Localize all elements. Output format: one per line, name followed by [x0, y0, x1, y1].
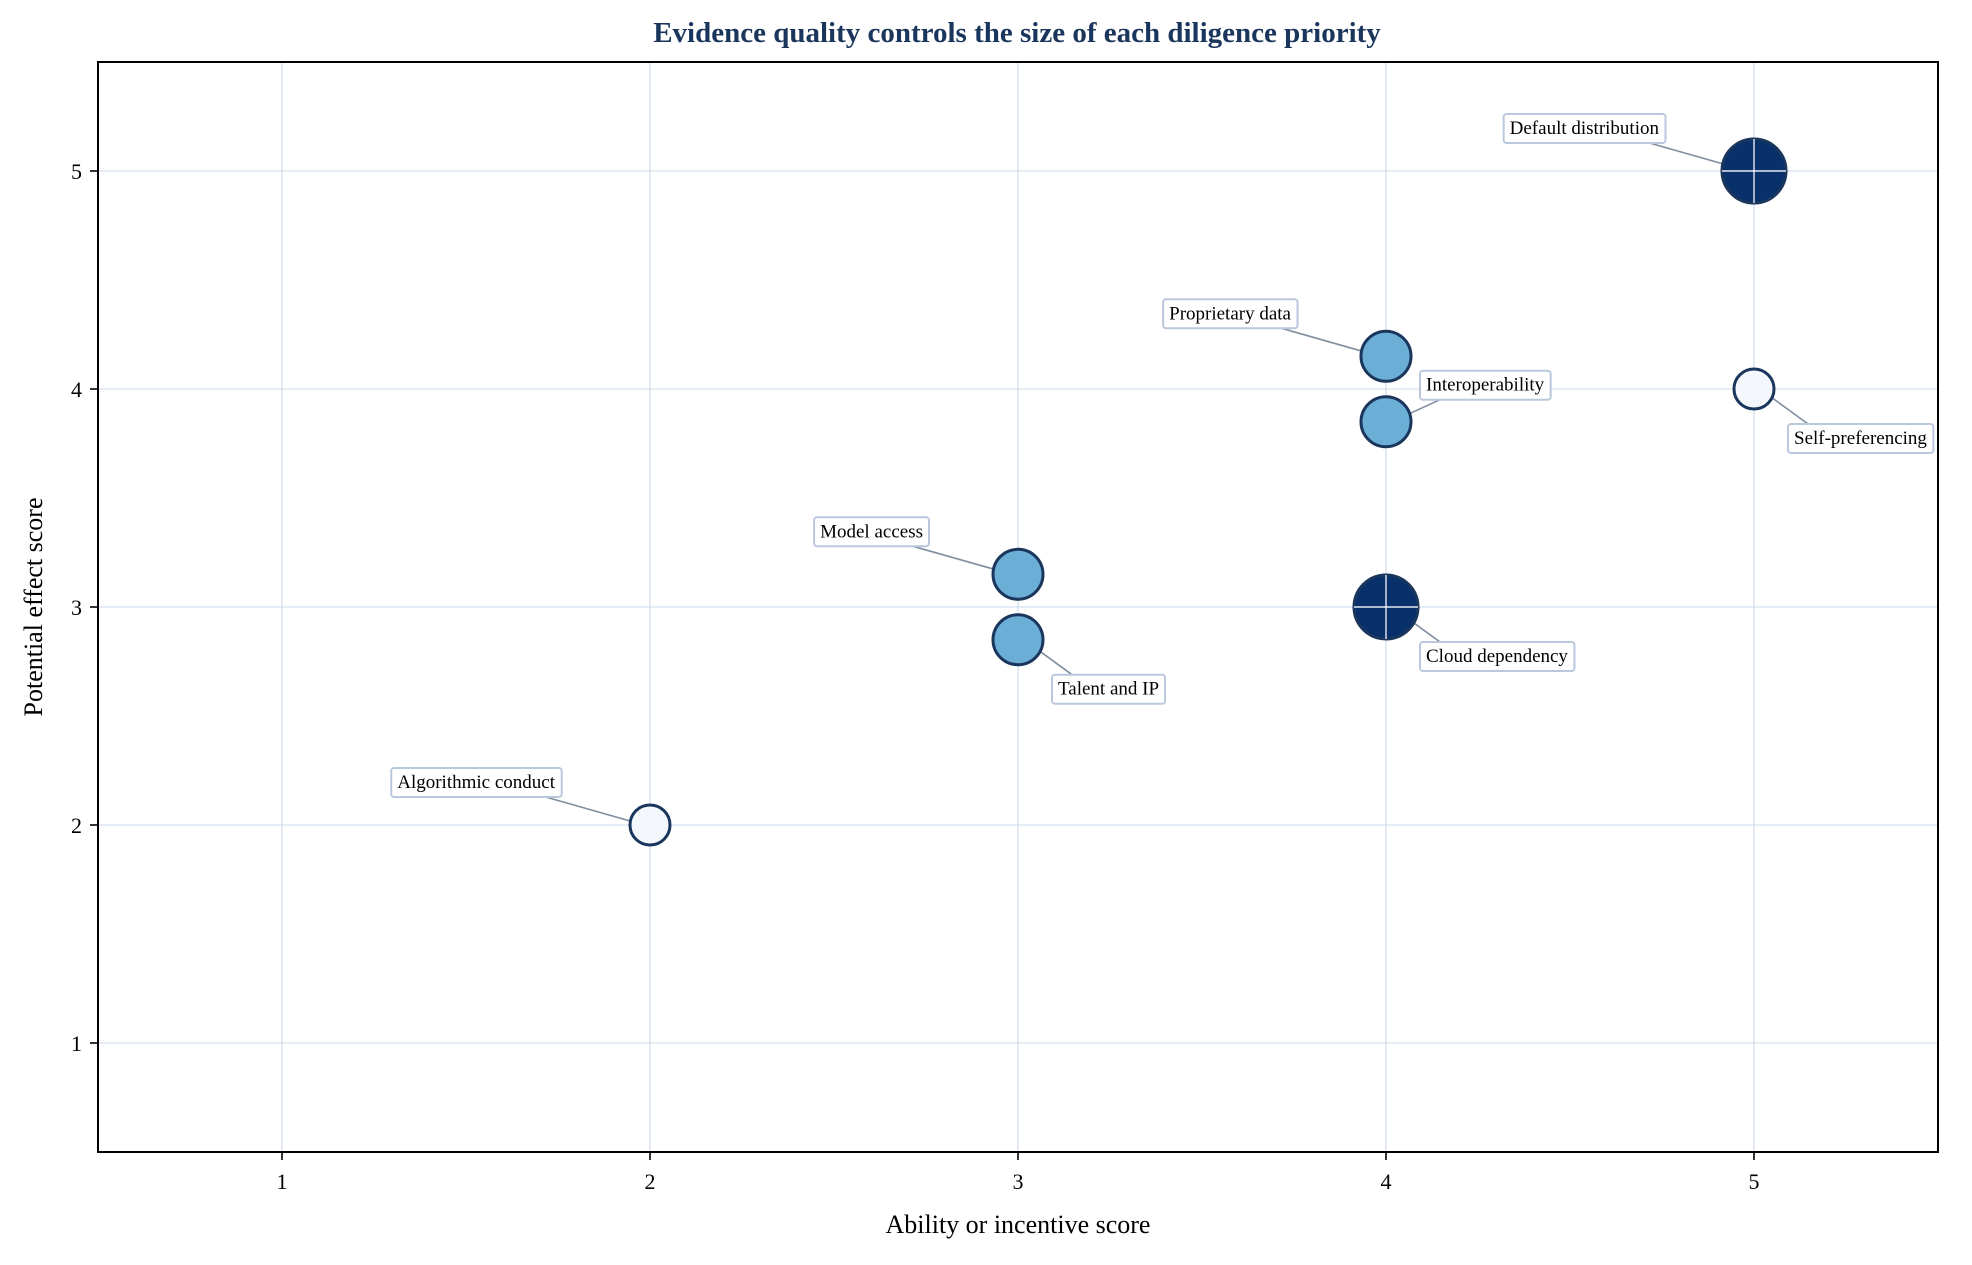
bubble-point-talent-and-ip: [991, 613, 1045, 667]
annotation-box: [1051, 673, 1167, 705]
annotation-talent-and-ip: Talent and IP: [1051, 673, 1167, 705]
bubble-point-algorithmic-conduct: [628, 803, 672, 847]
leader-line: [545, 796, 645, 826]
annotation-box: [813, 516, 930, 548]
point-label: Talent and IP: [1058, 679, 1159, 700]
y-tick-label: 1: [71, 1031, 82, 1056]
annotation-self-preferencing: Self-preferencing: [1787, 423, 1935, 454]
annotation-box: [1419, 369, 1552, 401]
y-axis-label: Potential effect score: [19, 498, 48, 717]
point-label: Model access: [820, 521, 923, 542]
annotation-box: [1787, 423, 1935, 454]
point-label: Default distribution: [1510, 118, 1660, 139]
point-label: Proprietary data: [1169, 303, 1291, 324]
annotation-box: [1502, 113, 1667, 144]
bubble-point-proprietary-data: [1359, 329, 1413, 383]
y-tick-label: 2: [71, 813, 82, 838]
x-tick-label: 1: [277, 1169, 288, 1194]
annotation-algorithmic-conduct: Algorithmic conduct: [390, 767, 563, 798]
x-axis-label: Ability or incentive score: [886, 1210, 1151, 1239]
annotation-model-access: Model access: [813, 516, 930, 548]
x-tick-label: 3: [1013, 1169, 1024, 1194]
plot-frame: [97, 61, 1939, 1153]
axis-ticks: 1 2 3 4 5 1 2 3 4 5: [71, 159, 1760, 1194]
y-tick-label: 5: [71, 159, 82, 184]
annotation-box: [390, 767, 563, 798]
point-label: Cloud dependency: [1426, 646, 1568, 667]
point-label: Self-preferencing: [1794, 428, 1927, 449]
point-labels: Default distribution Proprietary data Inte…: [390, 113, 1935, 798]
bubble-point-model-access: [991, 547, 1045, 601]
annotation-default-distribution: Default distribution: [1502, 113, 1667, 144]
annotation-interoperability: Interoperability: [1419, 369, 1552, 401]
data-points: [628, 137, 1788, 847]
y-tick-label: 3: [71, 595, 82, 620]
point-label: Interoperability: [1426, 375, 1545, 396]
point-label: Algorithmic conduct: [397, 772, 555, 793]
annotation-proprietary-data: Proprietary data: [1162, 298, 1299, 330]
y-tick-label: 4: [71, 377, 82, 402]
x-tick-label: 4: [1381, 1169, 1392, 1194]
grid-lines: [98, 62, 1938, 1152]
annotation-leaders: [545, 142, 1809, 826]
bubble-point-interoperability: [1359, 395, 1413, 449]
x-tick-label: 5: [1749, 1169, 1760, 1194]
bubble-point-self-preferencing: [1732, 367, 1776, 411]
annotation-box: [1419, 641, 1576, 672]
chart-title: Evidence quality controls the size of ea…: [653, 17, 1381, 49]
annotation-cloud-dependency: Cloud dependency: [1419, 641, 1576, 672]
x-tick-label: 2: [645, 1169, 656, 1194]
annotation-box: [1162, 298, 1299, 330]
